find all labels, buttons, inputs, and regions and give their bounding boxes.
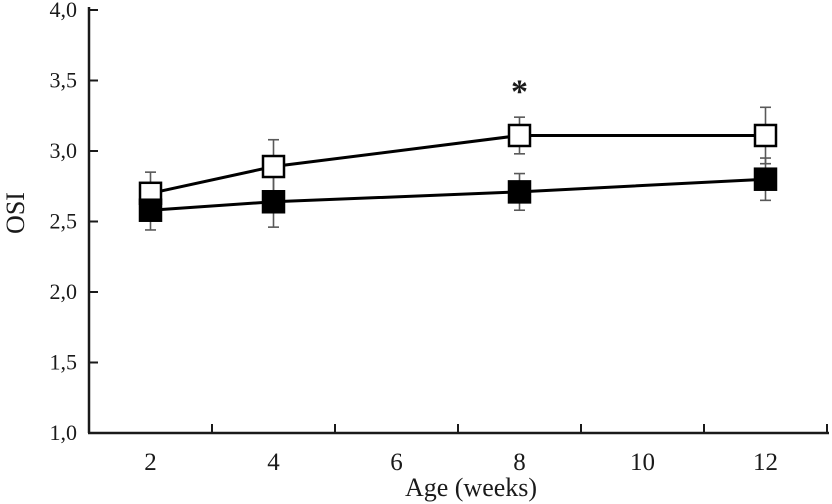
x-axis-title: Age (weeks) (405, 473, 537, 502)
series-line-open-squares (150, 133, 766, 195)
y-tick-label: 3,5 (50, 68, 78, 93)
x-tick-label: 12 (753, 449, 778, 476)
y-axis-title: OSI (1, 192, 30, 234)
series-markers-layer (138, 123, 778, 222)
data-point-marker-open-squares (507, 123, 532, 148)
data-point-marker-filled-squares (753, 167, 778, 191)
x-tick-label: 6 (390, 449, 403, 476)
data-point-marker-filled-squares (138, 198, 163, 222)
data-point-marker-filled-squares (261, 190, 286, 214)
series-lines-layer (150, 133, 766, 212)
y-tick-label: 4,0 (50, 0, 78, 22)
annotations-layer: * (511, 74, 528, 111)
significance-asterisk: * (511, 74, 528, 111)
data-point-marker-filled-squares (507, 180, 532, 204)
x-tick-label: 4 (267, 449, 280, 476)
tick-labels-layer: 4,0 3,5 3,0 2,5 2,0 1,5 1,0 2 4 6 8 10 12 (50, 0, 779, 476)
data-point-marker-open-squares (753, 123, 778, 148)
y-tick-label: 3,0 (50, 138, 78, 163)
error-bars-layer (145, 106, 771, 231)
y-tick-label: 1,0 (50, 420, 78, 445)
y-tick-label: 2,5 (50, 209, 78, 234)
y-tick-label: 1,5 (50, 350, 78, 375)
x-tick-label: 10 (630, 449, 655, 476)
x-tick-label: 2 (144, 449, 157, 476)
series-line-filled-squares (150, 177, 766, 212)
data-point-marker-open-squares (261, 154, 286, 179)
y-tick-label: 2,0 (50, 279, 78, 304)
x-tick-label: 8 (513, 449, 526, 476)
axes-layer (87, 7, 829, 435)
